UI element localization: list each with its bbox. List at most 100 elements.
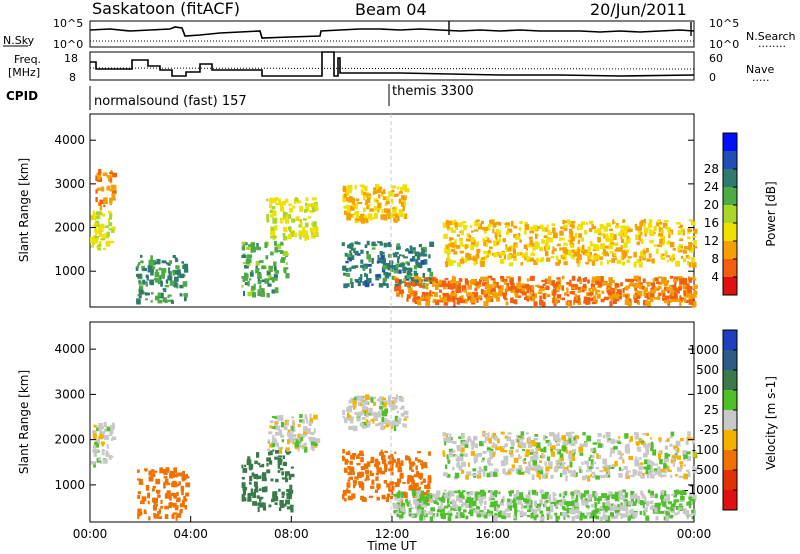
echo-cell [542,435,546,441]
echo-cell [390,454,394,459]
echo-cell [367,263,372,267]
echo-cell [399,289,404,295]
echo-cell [387,266,393,271]
echo-cell [347,466,352,470]
echo-cell [502,450,508,453]
echo-cell [375,184,380,190]
echo-cell [570,254,574,259]
echo-cell [570,244,574,248]
echo-cell [626,259,631,264]
echo-cell [257,273,262,280]
echo-cell [499,259,505,264]
echo-cell [267,283,272,287]
echo-cell [559,247,564,250]
echo-cell [393,217,396,223]
echo-cell [467,295,471,301]
echo-cell [623,232,628,238]
echo-cell [360,259,364,264]
echo-cell [480,297,483,301]
echo-cell [366,461,371,467]
echo-cell [396,245,399,250]
echo-cell [446,224,450,229]
echo-cell [650,490,654,497]
echo-cell [532,514,538,518]
echo-cell [303,218,307,221]
echo-cell [680,277,686,281]
echo-cell [182,479,185,482]
echo-cell [584,498,588,502]
echo-cell [489,505,495,508]
echo-cell [103,204,106,208]
echo-cell [299,419,304,423]
echo-cell [653,494,657,498]
echo-cell [628,283,632,287]
echo-cell [618,436,621,439]
echo-cell [570,431,575,434]
echo-cell [588,288,591,292]
echo-cell [570,501,574,506]
echo-cell [476,491,481,496]
echo-cell [279,504,283,508]
echo-cell [608,464,612,469]
echo-cell [533,224,538,231]
echo-cell [441,284,444,288]
echo-cell [624,506,627,511]
echo-cell [588,253,592,260]
echo-cell [173,467,178,473]
echo-cell [281,257,286,260]
echo-cell [369,268,372,274]
echo-cell [257,506,260,513]
echo-cell [686,299,691,303]
echo-cell [247,492,253,496]
echo-cell [454,490,458,494]
echo-cell [248,278,252,281]
noise-sky-trace [89,26,695,39]
echo-cell [671,514,674,518]
echo-cell [169,280,175,286]
echo-cell [376,496,380,501]
echo-cell [241,494,245,500]
echo-cell [388,253,392,258]
echo-cell [356,417,361,422]
echo-cell [269,425,273,429]
echo-cell [591,301,596,305]
echo-cell [479,440,484,447]
beam-title: Beam 04 [355,0,427,19]
echo-cell [583,296,587,302]
echo-cell [539,499,543,505]
echo-cell [409,461,414,466]
echo-cell [446,437,451,443]
echo-cell [551,445,556,450]
echo-cell [505,301,509,306]
echo-cell [530,507,534,512]
echo-cell [348,243,351,248]
echo-cell [394,276,397,281]
echo-cell [509,450,512,453]
echo-cell [541,494,545,499]
echo-cell [395,405,398,409]
echo-cell [384,400,388,405]
echo-cell [168,502,172,509]
echo-cell [408,512,412,515]
echo-cell [387,461,391,465]
echo-cell [553,466,558,473]
echo-cell [167,275,173,281]
echo-cell [402,278,406,282]
echo-cell [313,440,318,446]
echo-cell [500,431,505,435]
echo-cell [489,495,493,498]
echo-cell [280,217,286,221]
echo-cell [370,473,375,476]
echo-cell [397,279,402,285]
echo-cell [413,281,419,286]
echo-cell [610,447,616,454]
echo-cell [586,512,592,516]
echo-cell [519,220,523,225]
echo-cell [574,435,580,440]
echo-cell [535,234,538,239]
echo-cell [106,231,110,237]
echo-cell [145,274,149,279]
echo-cell [460,456,464,461]
echo-cell [383,459,386,465]
